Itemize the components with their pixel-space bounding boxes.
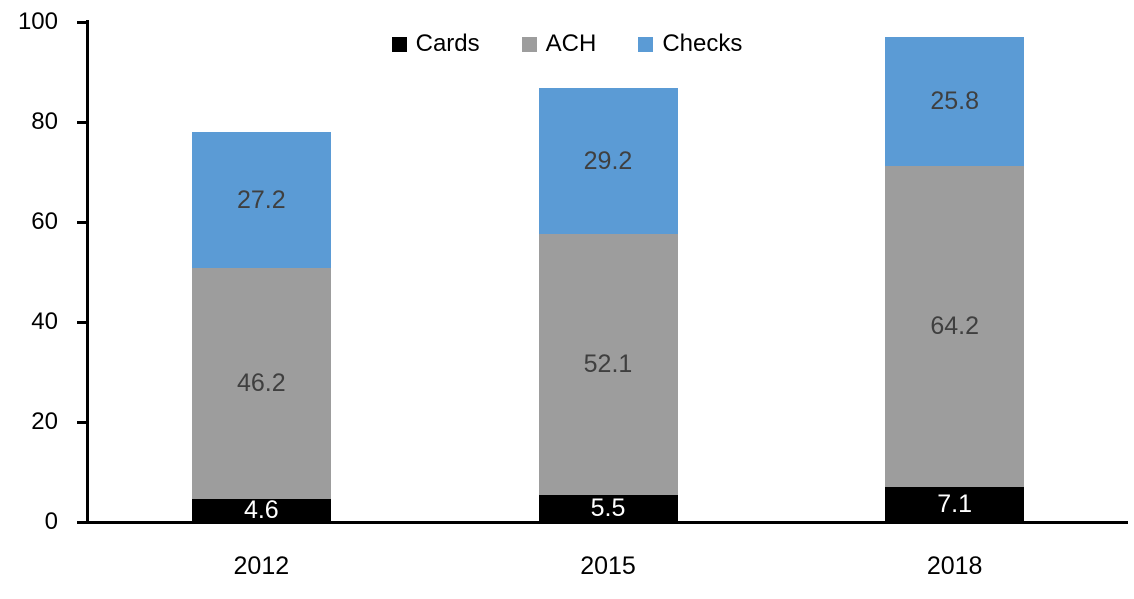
bar-segment-ach-2018: 64.2	[885, 165, 1025, 487]
y-tick-mark	[77, 520, 87, 524]
data-label: 46.2	[236, 369, 286, 397]
data-label: 52.1	[583, 349, 633, 378]
y-tick-mark	[77, 20, 87, 24]
bar-segment-checks-2012: 27.2	[191, 132, 331, 268]
legend-swatch-icon	[391, 36, 407, 52]
legend-swatch-icon	[521, 36, 537, 52]
bar-segment-cards-2012: 4.6	[191, 496, 331, 524]
legend-label: Checks	[662, 30, 743, 57]
y-tick-label: 40	[31, 308, 58, 335]
data-label: 64.2	[930, 311, 979, 340]
y-tick-mark	[77, 320, 87, 324]
y-tick-mark	[77, 420, 87, 424]
x-tick-label-2018: 2018	[926, 552, 983, 580]
legend: Cards ACH Checks	[0, 30, 1134, 58]
data-label: 27.2	[236, 185, 286, 214]
legend-label: ACH	[545, 30, 597, 57]
y-tick-label: 100	[17, 8, 58, 35]
x-tick-label-2015: 2015	[580, 552, 636, 580]
legend-label: Cards	[415, 30, 480, 57]
y-tick-label: 20	[31, 408, 58, 435]
legend-item-ach: ACH	[521, 30, 597, 58]
legend-item-checks: Checks	[638, 30, 742, 58]
data-label: 29.2	[583, 146, 633, 175]
x-tick-label-2012: 2012	[233, 552, 290, 580]
bar-segment-ach-2015: 52.1	[538, 234, 678, 495]
x-axis-line	[77, 521, 1128, 524]
legend-swatch-icon	[638, 36, 654, 52]
bar-segment-ach-2012: 46.2	[191, 268, 331, 499]
y-axis-line	[86, 20, 89, 523]
y-tick-label: 60	[31, 208, 58, 235]
data-label: 4.6	[243, 496, 279, 524]
data-label: 7.1	[937, 489, 973, 518]
data-label: 25.8	[930, 86, 979, 115]
legend-item-cards: Cards	[391, 30, 480, 58]
bar-segment-cards-2015: 5.5	[538, 493, 678, 522]
y-tick-mark	[77, 220, 87, 224]
y-tick-mark	[77, 120, 87, 124]
bar-segment-checks-2018: 25.8	[885, 36, 1025, 166]
bar-segment-checks-2015: 29.2	[538, 88, 678, 234]
bar-segment-cards-2018: 7.1	[885, 486, 1025, 522]
y-tick-label: 0	[44, 508, 58, 535]
y-tick-label: 80	[31, 108, 58, 135]
data-label: 5.5	[590, 493, 626, 522]
